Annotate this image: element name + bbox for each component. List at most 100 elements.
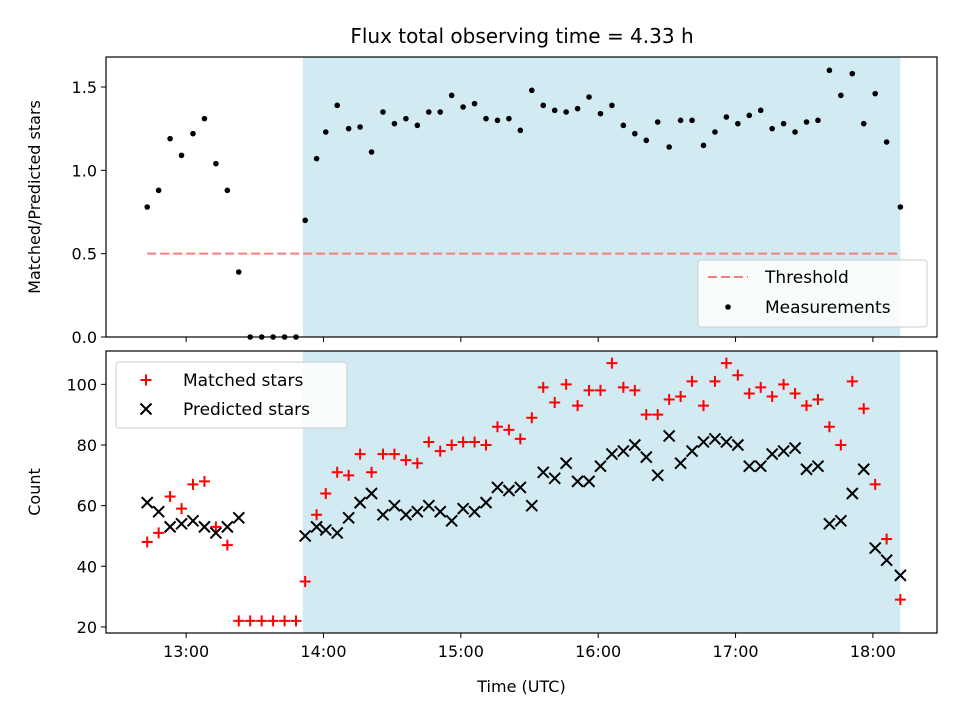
predicted-star-point [594, 460, 607, 473]
measurement-point [144, 204, 151, 210]
measurement-point [322, 129, 329, 135]
x-tick-label: 16:00 [575, 642, 621, 661]
matched-star-point [423, 436, 435, 448]
predicted-star-point [468, 505, 481, 518]
measurement-point [529, 87, 535, 94]
measurement-point [235, 269, 242, 275]
matched-star-point [198, 475, 210, 487]
measurement-point [460, 104, 466, 110]
measurement-point [155, 187, 162, 194]
matched-star-point [221, 539, 233, 551]
legend-predicted-swatch [139, 402, 153, 416]
measurement-point [540, 102, 547, 109]
predicted-star-point [186, 514, 200, 528]
axes-frame [105, 56, 938, 338]
predicted-star-point [140, 496, 154, 509]
measurement-point [757, 107, 764, 114]
measurement-point [769, 125, 775, 132]
predicted-star-point [777, 444, 790, 458]
matched-star-point [835, 439, 847, 451]
measurement-point [792, 129, 798, 135]
measurement-point [677, 117, 684, 124]
matched-star-point [572, 400, 584, 412]
measurement-point [167, 135, 173, 142]
matched-star-point [187, 478, 199, 490]
predicted-star-point [788, 441, 802, 455]
measurement-point [448, 92, 455, 99]
predicted-star-point [743, 460, 756, 473]
matched-star-point [549, 397, 561, 409]
predicted-star-point [152, 505, 165, 518]
matched-star-point [320, 488, 332, 500]
measurement-point [700, 142, 707, 149]
matched-star-point [652, 409, 664, 421]
measurement-point [494, 117, 501, 124]
predicted-star-point [765, 447, 779, 461]
measurement-point [712, 129, 718, 135]
measurement-point [517, 127, 524, 134]
matched-star-point [720, 357, 732, 369]
matched-star-point [858, 403, 870, 415]
predicted-star-point [628, 438, 642, 452]
predicted-star-point [399, 508, 413, 521]
matched-star-point [233, 615, 245, 627]
measurement-point [190, 130, 196, 137]
predicted-star-point [310, 520, 323, 534]
legend-label-predicted: Predicted stars [183, 400, 310, 420]
predicted-star-point [456, 502, 470, 515]
matched-star-point [400, 454, 412, 466]
matched-star-point [823, 421, 835, 433]
y-tick-label: 1.0 [72, 161, 97, 180]
measurement-point [403, 115, 409, 122]
matched-star-point [469, 436, 481, 448]
measurement-point [380, 109, 386, 115]
matched-star-point [869, 478, 881, 490]
matched-star-point [311, 509, 323, 521]
matched-star-point [743, 387, 755, 399]
legend-label-matched: Matched stars [183, 371, 303, 391]
measurement-point [735, 120, 741, 127]
matched-star-point [366, 466, 378, 478]
measurement-point [780, 120, 787, 127]
matched-star-point [894, 594, 906, 606]
matched-star-point [279, 615, 291, 627]
measurement-point [437, 109, 444, 115]
predicted-star-point [221, 520, 234, 534]
matched-star-point [377, 448, 389, 460]
measurement-point [213, 160, 219, 167]
matched-star-point [299, 575, 311, 587]
x-tick-label: 18:00 [850, 642, 896, 661]
y-axis-label: Matched/Predicted stars [25, 100, 44, 294]
predicted-star-point [209, 526, 223, 540]
x-tick-label: 17:00 [712, 642, 758, 661]
matched-star-point [514, 433, 526, 445]
matched-star-point [153, 527, 165, 539]
predicted-star-point [662, 429, 676, 443]
predicted-star-point [720, 435, 733, 449]
measurement-point [313, 155, 320, 162]
predicted-star-point [857, 463, 870, 476]
measurement-point [201, 115, 208, 122]
legend-measurement-swatch [725, 304, 731, 310]
matched-star-point [491, 421, 503, 433]
y-axis-label: Count [25, 468, 44, 516]
matched-star-point [480, 439, 492, 451]
predicted-star-point [823, 517, 836, 531]
matched-star-point [789, 387, 801, 399]
predicted-star-point [894, 569, 907, 582]
measurement-point [414, 122, 421, 129]
matched-star-point [812, 394, 824, 406]
matched-star-point [434, 445, 446, 457]
predicted-star-point [479, 496, 493, 509]
y-tick-label: 1.5 [72, 78, 97, 97]
measurement-point [897, 204, 904, 210]
measurement-point [632, 130, 638, 137]
measurement-point [666, 144, 672, 150]
predicted-star-point [491, 481, 504, 494]
measurement-point [391, 120, 398, 127]
predicted-star-point [605, 447, 619, 461]
measurement-point [334, 102, 341, 109]
measurement-point [425, 109, 432, 115]
matched-star-point [686, 375, 698, 387]
predicted-star-point [163, 520, 177, 534]
